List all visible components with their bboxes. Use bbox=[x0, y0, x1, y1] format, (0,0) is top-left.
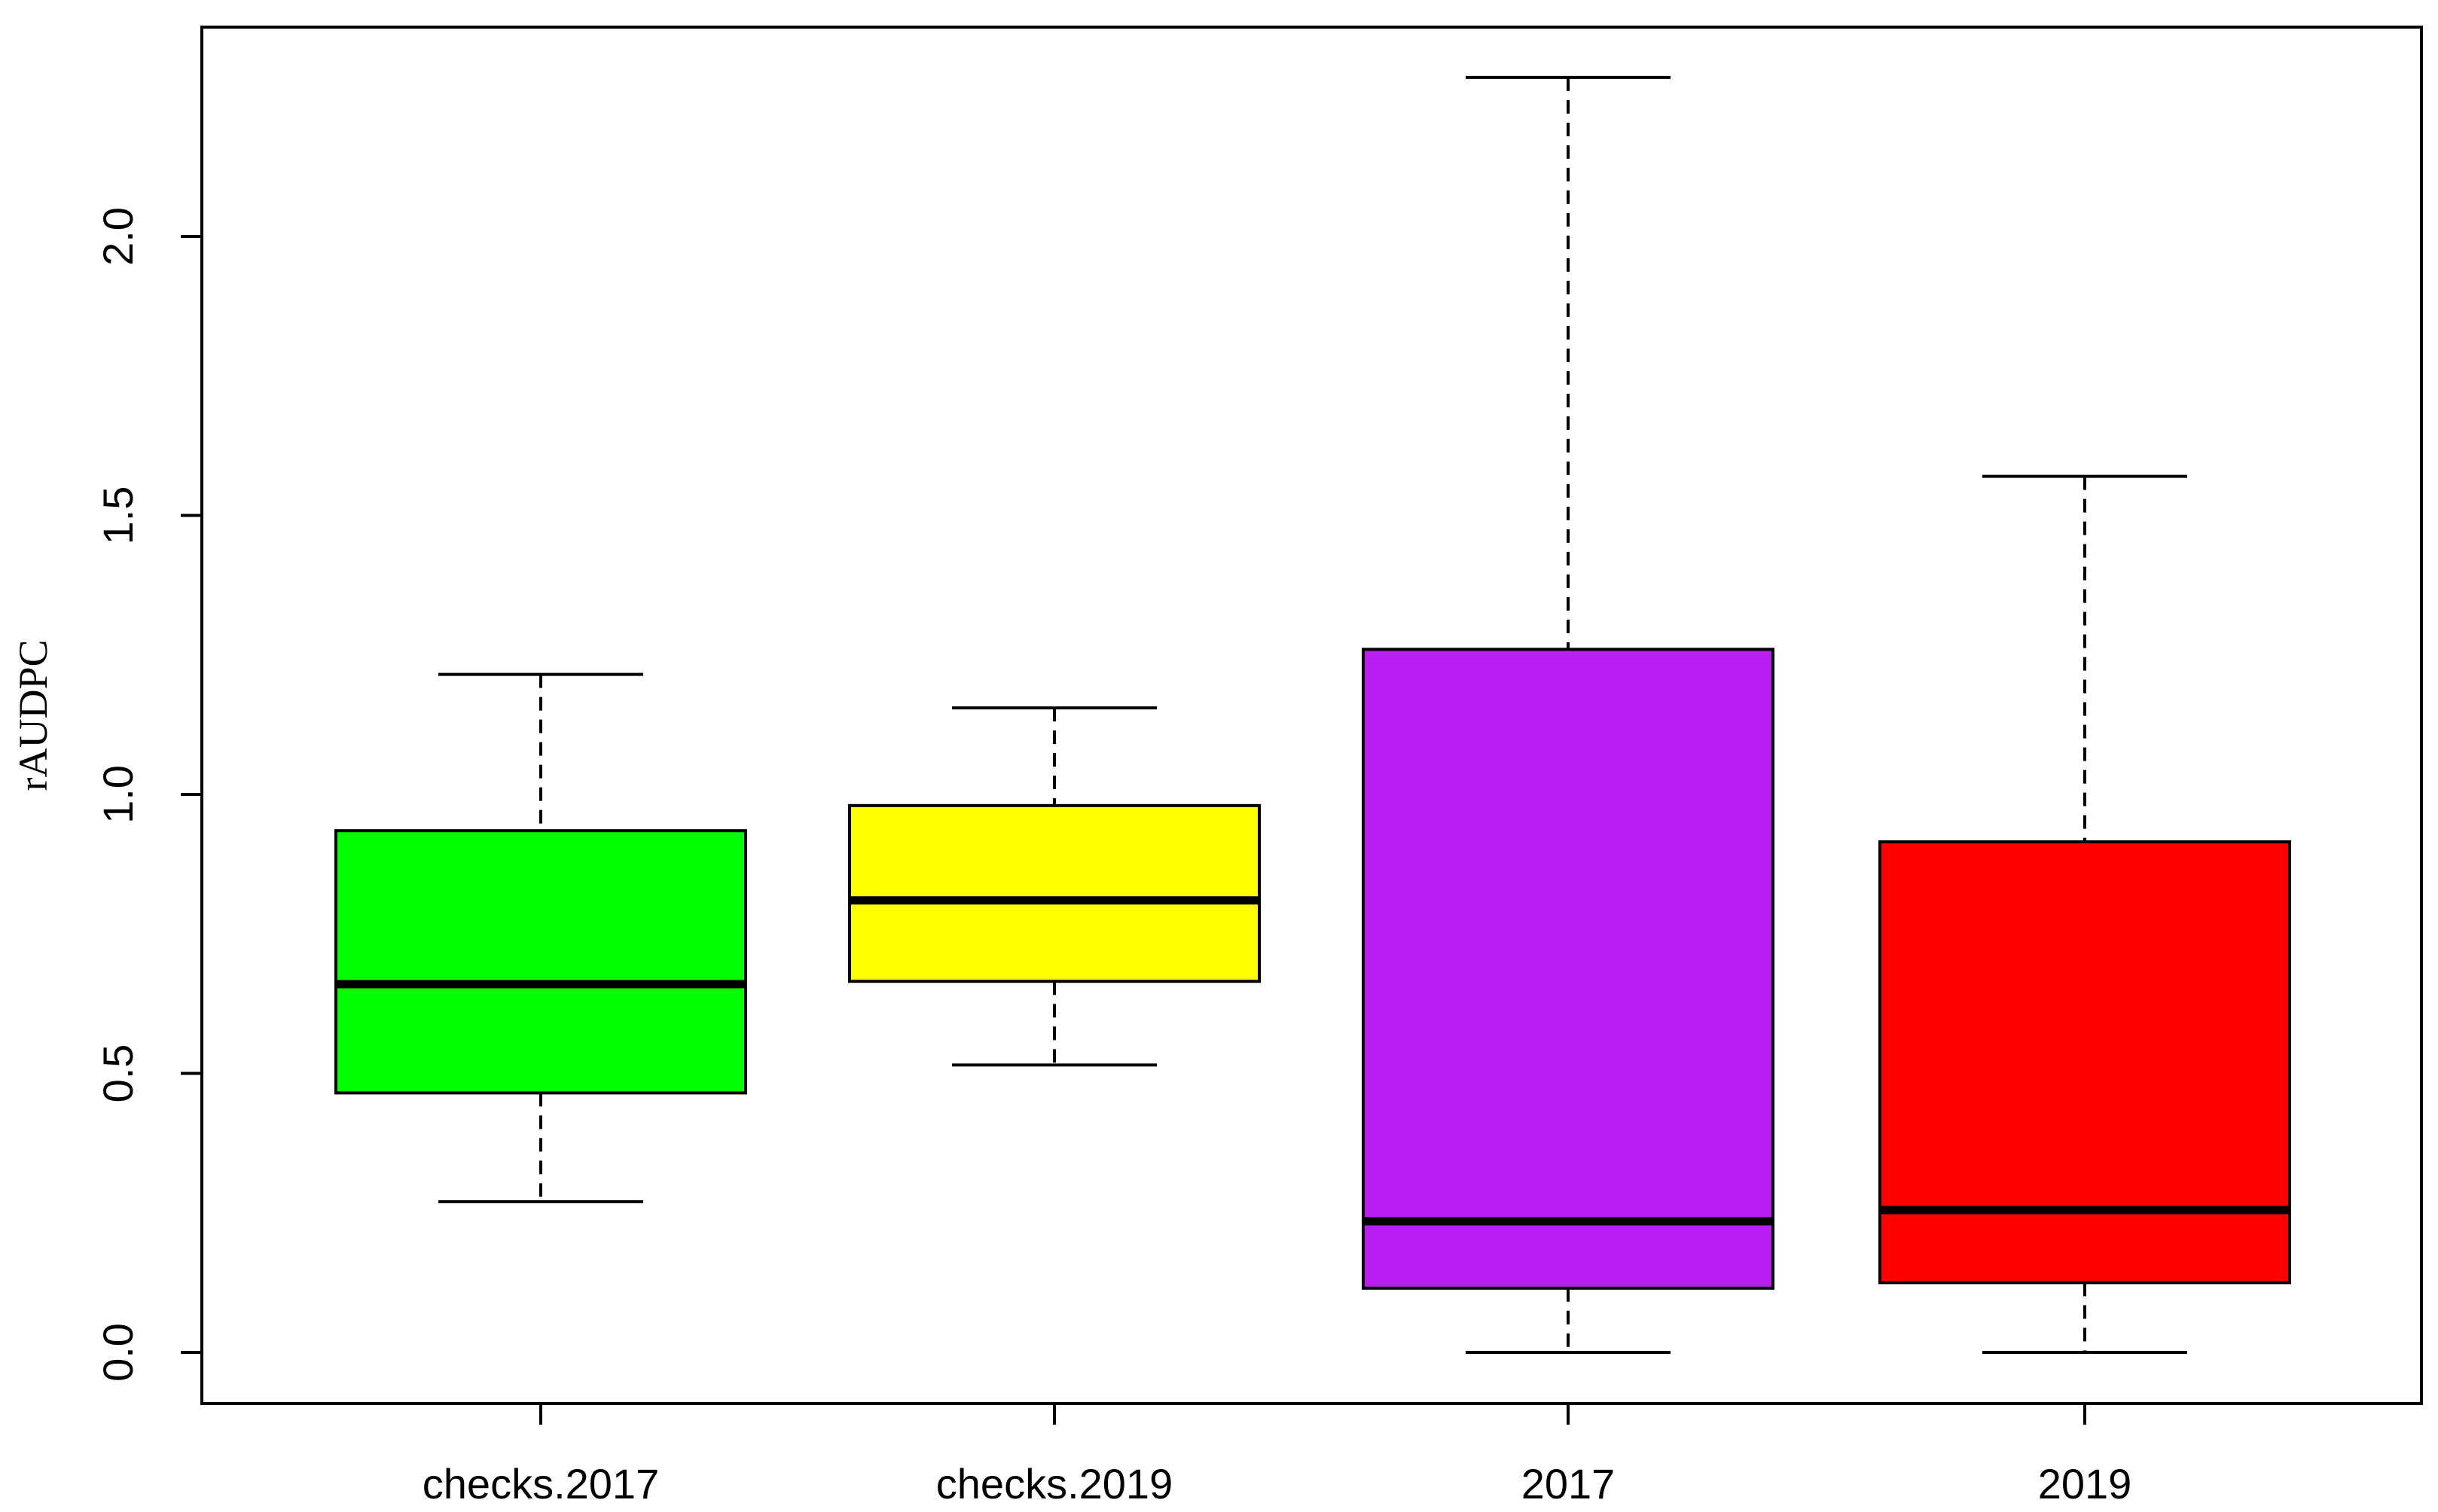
y-axis-title: rAUDPC bbox=[11, 639, 56, 791]
x-axis: checks.2017 checks.2019 2017 2019 bbox=[423, 1404, 2132, 1507]
iqr-box bbox=[1878, 840, 2291, 1285]
y-tick-label: 2.0 bbox=[94, 207, 142, 266]
y-axis: 0.0 0.5 1.0 1.5 2.0 bbox=[94, 207, 202, 1382]
box-group-checks-2019 bbox=[848, 706, 1261, 1067]
iqr-box bbox=[1362, 648, 1774, 1290]
x-tick-label: checks.2019 bbox=[936, 1460, 1173, 1507]
x-tick-label: checks.2017 bbox=[423, 1460, 659, 1507]
iqr-box bbox=[848, 803, 1261, 983]
y-tick-label: 1.0 bbox=[94, 765, 142, 824]
x-tick-label: 2019 bbox=[2038, 1460, 2132, 1507]
boxes-layer bbox=[334, 75, 2291, 1354]
x-tick-label: 2017 bbox=[1521, 1460, 1616, 1507]
box-group-2019 bbox=[1878, 474, 2291, 1354]
plot-frame bbox=[200, 26, 2423, 1405]
y-tick-label: 0.5 bbox=[94, 1044, 142, 1103]
iqr-box bbox=[334, 829, 747, 1095]
y-tick-label: 1.5 bbox=[94, 486, 142, 545]
y-tick-label: 0.0 bbox=[94, 1323, 142, 1382]
box-group-2017 bbox=[1362, 75, 1774, 1354]
box-group-checks-2017 bbox=[334, 672, 747, 1203]
